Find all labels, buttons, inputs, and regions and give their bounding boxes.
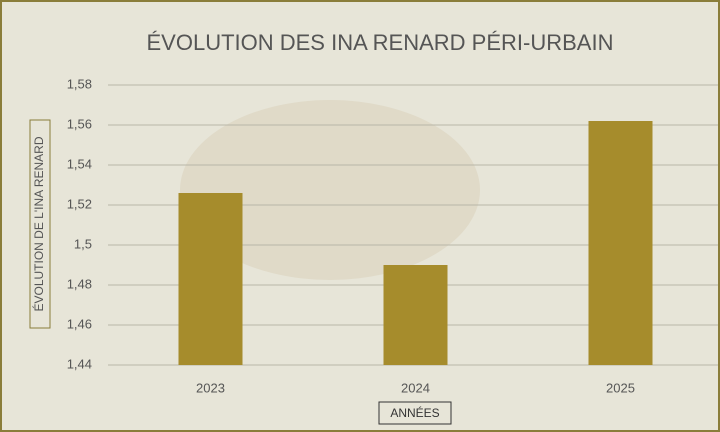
y-tick-label: 1,46 bbox=[67, 316, 92, 331]
y-tick-label: 1,44 bbox=[67, 356, 92, 371]
y-tick-label: 1,54 bbox=[67, 156, 92, 171]
y-tick-label: 1,56 bbox=[67, 116, 92, 131]
bar bbox=[178, 193, 243, 365]
bar bbox=[588, 121, 653, 365]
x-tick-label: 2024 bbox=[401, 380, 430, 395]
chart-title: ÉVOLUTION DES INA RENARD PÉRI-URBAIN bbox=[147, 30, 614, 55]
y-tick-label: 1,58 bbox=[67, 76, 92, 91]
y-tick-label: 1,52 bbox=[67, 196, 92, 211]
y-tick-label: 1,48 bbox=[67, 276, 92, 291]
x-label-box bbox=[378, 401, 452, 425]
x-tick-label: 2023 bbox=[196, 380, 225, 395]
y-label-box bbox=[29, 119, 51, 329]
background-image bbox=[180, 100, 480, 280]
bar bbox=[383, 265, 448, 365]
y-axis-label: ÉVOLUTION DE L'INA RENARD bbox=[31, 136, 46, 311]
x-axis-label: ANNÉES bbox=[390, 405, 439, 420]
x-tick-label: 2025 bbox=[606, 380, 635, 395]
y-tick-label: 1,5 bbox=[74, 236, 92, 251]
